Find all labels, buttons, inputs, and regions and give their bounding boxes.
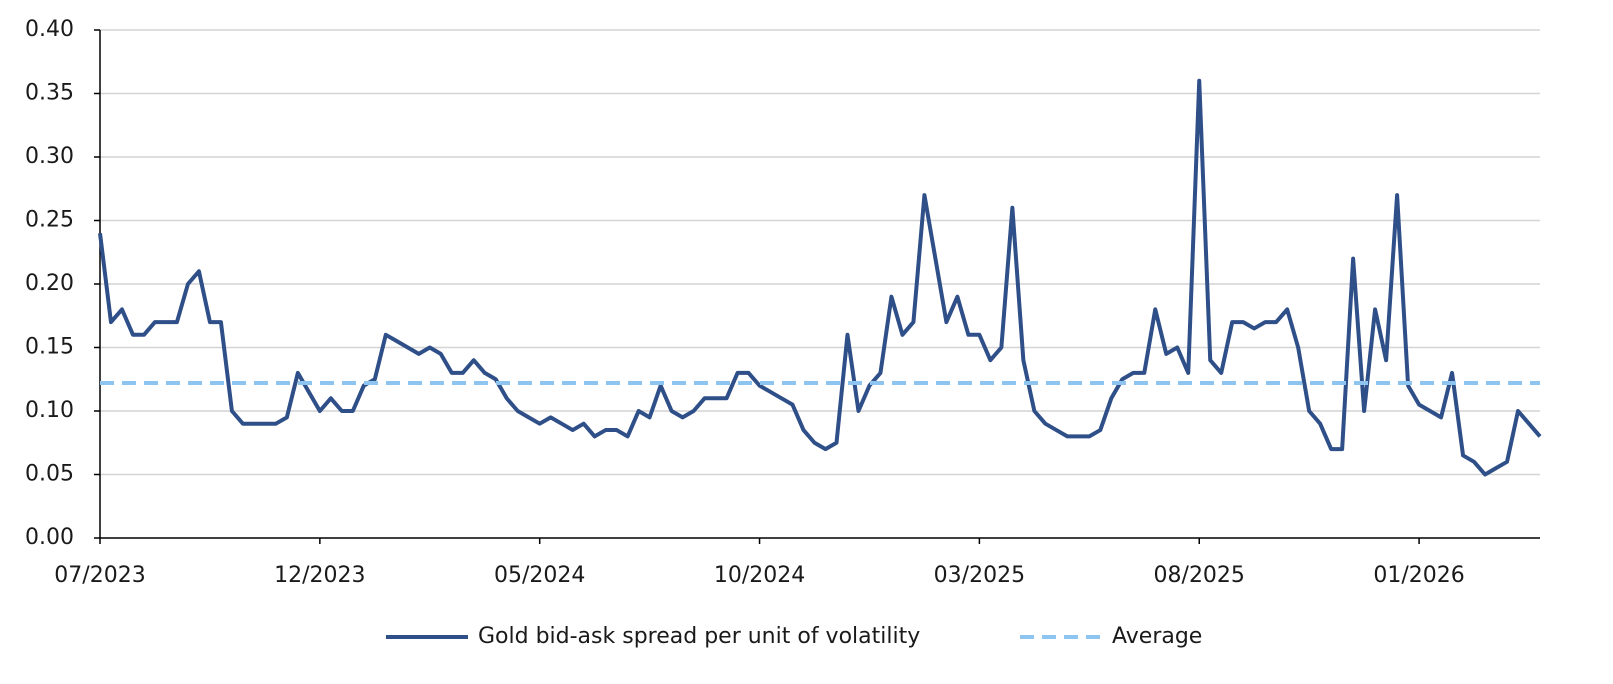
x-tick-label: 10/2024 xyxy=(714,563,805,588)
y-tick-label: 0.05 xyxy=(25,462,74,487)
x-tick-label: 12/2023 xyxy=(274,563,365,588)
y-tick-label: 0.20 xyxy=(25,271,74,296)
y-tick-label: 0.35 xyxy=(25,81,74,106)
y-tick-label: 0.25 xyxy=(25,208,74,233)
x-tick-label: 03/2025 xyxy=(934,563,1025,588)
x-tick-label: 08/2025 xyxy=(1154,563,1245,588)
y-tick-label: 0.40 xyxy=(25,17,74,42)
x-tick-label: 07/2023 xyxy=(54,563,145,588)
y-tick-label: 0.10 xyxy=(25,398,74,423)
y-tick-label: 0.15 xyxy=(25,335,74,360)
x-tick-label: 05/2024 xyxy=(494,563,585,588)
x-tick-label: 01/2026 xyxy=(1373,563,1464,588)
legend-label: Average xyxy=(1112,624,1202,649)
y-tick-label: 0.00 xyxy=(25,525,74,550)
series-line xyxy=(98,78,1542,477)
legend-label: Gold bid-ask spread per unit of volatili… xyxy=(478,624,920,649)
y-tick-label: 0.30 xyxy=(25,144,74,169)
